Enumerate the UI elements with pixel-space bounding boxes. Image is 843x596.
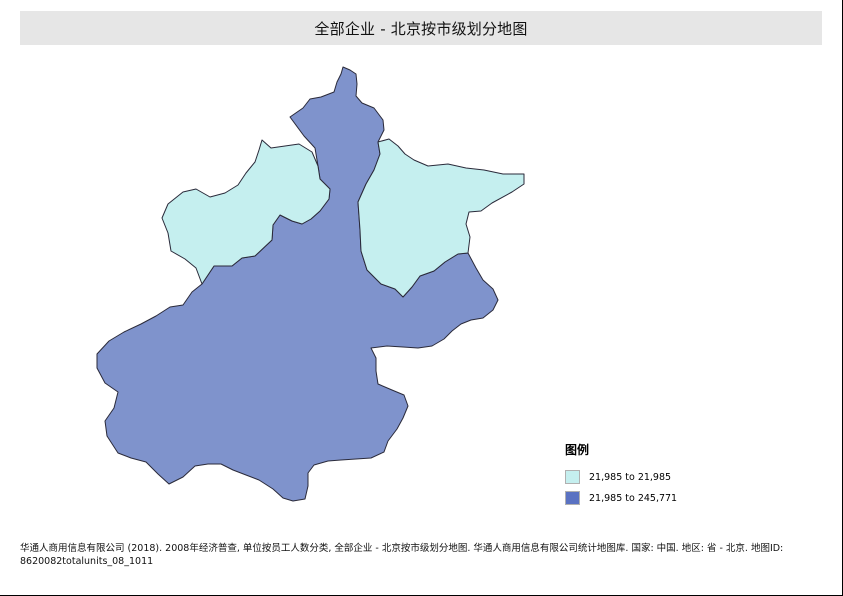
title-bar: 全部企业 - 北京按市级划分地图	[20, 11, 822, 45]
legend-label: 21,985 to 21,985	[589, 471, 672, 483]
source-line-2: 8620082totalunits_08_1011	[20, 555, 154, 567]
legend-swatch-dark	[565, 491, 580, 505]
legend-item: 21,985 to 245,771	[565, 490, 765, 506]
map-region-west[interactable]	[161, 139, 331, 285]
map-title: 全部企业 - 北京按市级划分地图	[314, 19, 528, 38]
legend-item: 21,985 to 21,985	[565, 469, 765, 485]
legend: 图例 21,985 to 21,985 21,985 to 245,771	[565, 441, 765, 511]
source-line-1: 华通人商用信息有限公司 (2018). 2008年经济普查, 单位按员工人数分类…	[20, 543, 784, 554]
legend-swatch-light	[565, 470, 580, 484]
legend-title: 图例	[565, 443, 590, 457]
map-region-east[interactable]	[357, 138, 525, 298]
legend-label: 21,985 to 245,771	[589, 492, 678, 504]
map-region-main[interactable]	[96, 66, 499, 502]
source-citation: 华通人商用信息有限公司 (2018). 2008年经济普查, 单位按员工人数分类…	[20, 543, 820, 568]
